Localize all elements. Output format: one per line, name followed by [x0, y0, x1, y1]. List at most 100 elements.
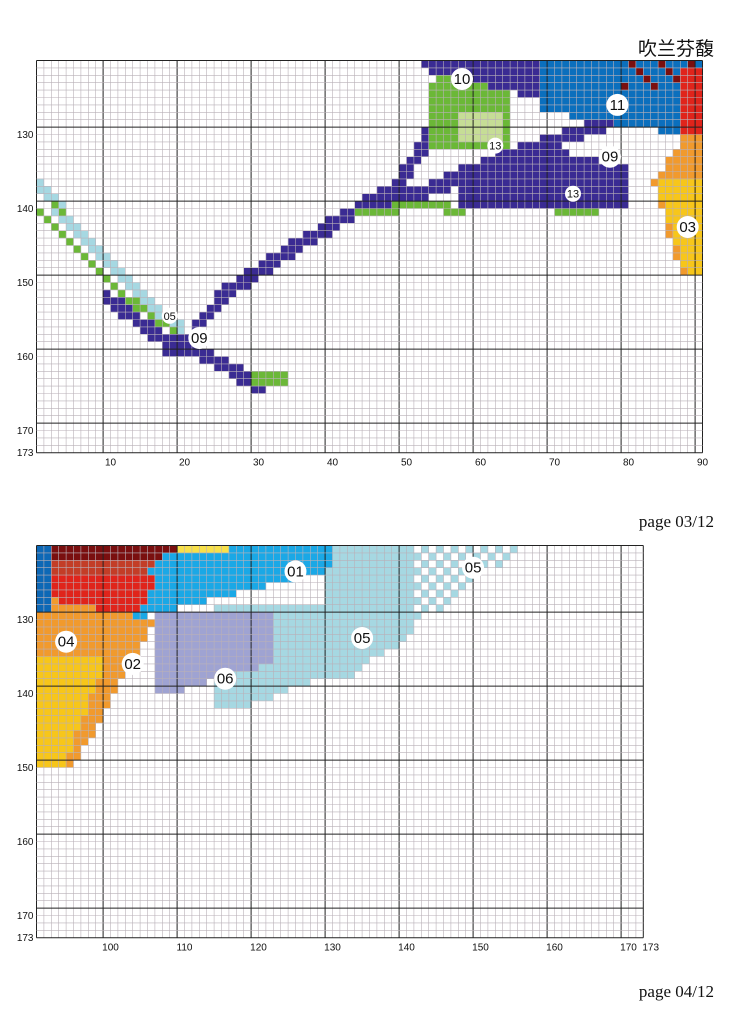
stitch-cell: [428, 552, 437, 561]
stitch-cell: [295, 545, 303, 553]
stitch-cell: [510, 171, 518, 179]
stitch-cell: [228, 656, 237, 664]
stitch-cell: [399, 604, 407, 613]
stitch-cell: [554, 97, 562, 105]
stitch-cell: [672, 215, 681, 224]
stitch-cell: [206, 641, 215, 650]
stitch-cell: [606, 193, 614, 202]
stitch-cell: [191, 619, 200, 627]
stitch-cell: [487, 171, 496, 179]
stitch-cell: [51, 560, 59, 568]
stitch-cell: [317, 619, 326, 627]
stitch-cell: [450, 545, 459, 553]
stitch-cell: [561, 149, 570, 157]
stitch-cell: [177, 560, 185, 568]
stitch-cell: [687, 245, 696, 253]
color-marker-label: 01: [287, 563, 304, 580]
stitch-cell: [125, 545, 133, 553]
stitch-cell: [310, 626, 318, 635]
stitch-cell: [547, 134, 555, 142]
stitch-cell: [58, 619, 67, 627]
stitch-cell: [154, 656, 163, 664]
stitch-cell: [561, 90, 570, 98]
stitch-cell: [214, 304, 222, 313]
stitch-cell: [428, 60, 437, 68]
stitch-cell: [273, 671, 281, 679]
stitch-cell: [66, 663, 74, 672]
stitch-cell: [236, 275, 244, 283]
stitch-cell: [132, 560, 141, 568]
stitch-cell: [465, 104, 474, 113]
stitch-cell: [66, 656, 74, 664]
stitch-cell: [458, 134, 466, 142]
stitch-cell: [169, 678, 178, 687]
stitch-cell: [95, 649, 104, 657]
stitch-cell: [95, 656, 104, 664]
stitch-cell: [273, 656, 281, 664]
stitch-cell: [399, 560, 407, 568]
stitch-cell: [199, 678, 207, 687]
stitch-cell: [421, 141, 429, 150]
stitch-cell: [184, 626, 192, 635]
stitch-cell: [258, 671, 266, 679]
stitch-cell: [169, 560, 178, 568]
stitch-cell: [302, 649, 311, 657]
stitch-cell: [680, 149, 688, 157]
stitch-cell: [317, 612, 326, 620]
stitch-cell: [672, 208, 681, 216]
stitch-cell: [613, 119, 622, 128]
stitch-cell: [332, 619, 340, 627]
stitch-cell: [140, 289, 148, 298]
stitch-cell: [273, 567, 281, 576]
stitch-cell: [221, 686, 229, 694]
stitch-cell: [258, 545, 266, 553]
stitch-cell: [672, 171, 681, 179]
stitch-cell: [643, 104, 651, 113]
stitch-cell: [80, 560, 89, 568]
stitch-cell: [598, 97, 607, 105]
stitch-cell: [695, 67, 703, 76]
stitch-cell: [591, 171, 599, 179]
stitch-cell: [362, 193, 370, 202]
stitch-cell: [613, 178, 622, 187]
stitch-cell: [687, 193, 696, 202]
stitch-cell: [51, 641, 59, 650]
stitch-cell: [191, 560, 200, 568]
stitch-cell: [88, 552, 96, 561]
stitch-cell: [36, 582, 44, 590]
stitch-cell: [228, 552, 237, 561]
stitch-cell: [258, 378, 266, 387]
color-marker: 05: [351, 627, 374, 649]
stitch-cell: [103, 634, 111, 642]
stitch-cell: [391, 545, 400, 553]
stitch-cell: [80, 619, 89, 627]
stitch-cell: [73, 582, 81, 590]
stitch-cell: [206, 304, 215, 313]
stitch-cell: [399, 634, 407, 642]
stitch-cell: [406, 193, 414, 202]
stitch-cell: [58, 737, 67, 746]
stitch-cell: [547, 97, 555, 105]
stitch-cell: [591, 178, 599, 187]
stitch-cell: [243, 282, 252, 290]
stitch-cell: [687, 164, 696, 172]
stitch-cell: [347, 619, 355, 627]
stitch-cell: [591, 164, 599, 172]
stitch-cell: [258, 567, 266, 576]
stitch-cell: [325, 656, 333, 664]
stitch-cell: [510, 193, 518, 202]
stitch-cell: [561, 201, 570, 209]
stitch-cell: [236, 619, 244, 627]
stitch-cell: [117, 567, 126, 576]
stitch-cell: [43, 715, 52, 724]
stitch-cell: [58, 649, 67, 657]
stitch-cell: [672, 149, 681, 157]
stitch-cell: [635, 97, 644, 105]
stitch-cell: [80, 545, 89, 553]
stitch-cell: [569, 178, 577, 187]
stitch-cell: [51, 575, 59, 583]
stitch-cell: [473, 60, 481, 68]
stitch-cell: [502, 171, 511, 179]
stitch-cell: [236, 552, 244, 561]
stitch-cell: [539, 82, 548, 91]
